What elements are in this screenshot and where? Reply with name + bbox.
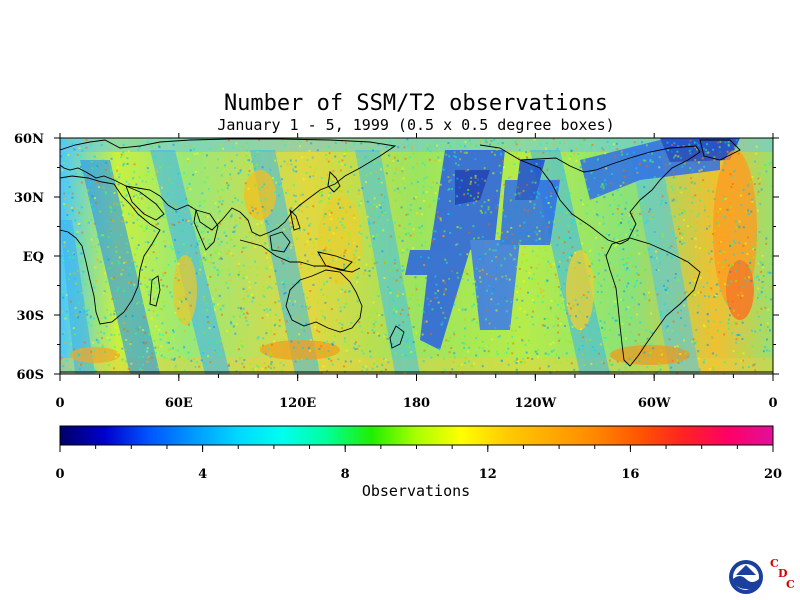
colorbar-tick-label: 20 xyxy=(764,467,782,482)
colorbar-label: Observations xyxy=(362,482,470,500)
coast-japan xyxy=(327,171,341,193)
coast-india xyxy=(193,209,219,251)
lat-label: EQ xyxy=(23,250,44,265)
colorbar-ramp xyxy=(60,426,773,445)
lat-label: 30S xyxy=(17,309,44,324)
colorbar-tick-label: 4 xyxy=(198,467,207,482)
colorbar-tick-label: 0 xyxy=(55,467,64,482)
colorbar: 0 4 8 12 16 20 Observations xyxy=(55,425,782,500)
pacific-low-region xyxy=(405,138,740,350)
coast-indonesia xyxy=(239,239,361,273)
observation-speckles xyxy=(60,138,773,374)
coast-eurasia xyxy=(60,138,397,237)
map-field xyxy=(60,138,773,374)
lat-label: 60N xyxy=(14,132,44,147)
coast-borneo xyxy=(269,231,291,253)
coast-australia xyxy=(285,269,363,333)
lon-label: 60W xyxy=(638,396,671,411)
colorbar-ticks: 0 4 8 12 16 20 xyxy=(55,445,782,482)
coast-greenland xyxy=(699,139,741,161)
coast-south-america xyxy=(605,237,701,367)
colorbar-tick-label: 8 xyxy=(341,467,350,482)
logo-letter-d: D xyxy=(778,567,788,580)
lat-label: 30N xyxy=(14,191,44,206)
latitude-axis: 60N 30N EQ 30S 60S xyxy=(14,132,779,383)
coast-new-zealand xyxy=(389,325,405,349)
coast-new-guinea xyxy=(317,251,353,271)
high-count-regions xyxy=(70,150,757,365)
north-band xyxy=(60,138,773,152)
coast-north-america xyxy=(519,145,701,245)
logo-letter-c2: C xyxy=(786,578,795,591)
chart-subtitle: January 1 - 5, 1999 (0.5 x 0.5 degree bo… xyxy=(217,116,615,134)
lon-label: 120E xyxy=(279,396,316,411)
lon-label: 60E xyxy=(165,396,193,411)
coast-madagascar xyxy=(149,275,161,307)
colorbar-tick-label: 12 xyxy=(479,467,497,482)
lon-label: 0 xyxy=(768,396,777,411)
colorbar-tick-label: 16 xyxy=(621,467,639,482)
coast-africa xyxy=(60,175,161,325)
lat-label: 60S xyxy=(17,368,44,383)
lon-label: 120W xyxy=(514,396,556,411)
longitude-axis: 0 60E 120E 180 120W 60W 0 xyxy=(55,133,778,411)
lon-label: 0 xyxy=(55,396,64,411)
lon-label: 180 xyxy=(403,396,430,411)
noaa-cdc-logo: C D C xyxy=(729,557,795,594)
chart-title: Number of SSM/T2 observations xyxy=(223,91,609,116)
coastlines xyxy=(60,138,773,373)
coast-arabia xyxy=(125,185,165,221)
logo-letter-c1: C xyxy=(770,557,779,570)
coast-alaska xyxy=(479,144,521,161)
coast-philippines xyxy=(289,208,301,231)
noaa-emblem-icon xyxy=(729,560,763,594)
